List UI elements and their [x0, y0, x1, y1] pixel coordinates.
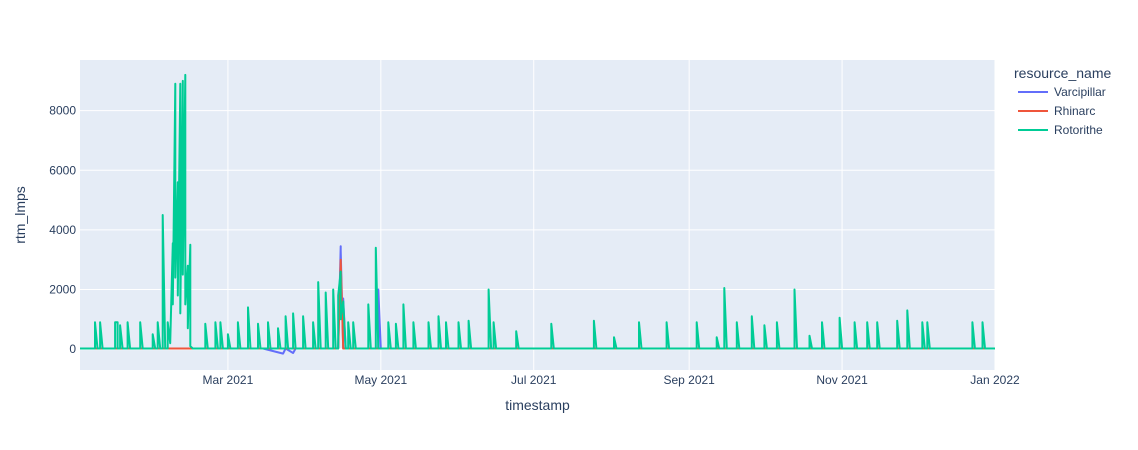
x-tick-label: May 2021	[354, 373, 407, 387]
legend-item-rhinarc[interactable]: Rhinarc	[1018, 104, 1095, 118]
y-axis-title: rtm_lmps	[12, 186, 28, 244]
grid	[80, 60, 996, 370]
legend[interactable]: resource_name Varcipillar Rhinarc Rotorith…	[1014, 65, 1111, 137]
y-tick-label: 2000	[49, 283, 76, 297]
legend-label: Rhinarc	[1054, 104, 1095, 118]
x-tick-label: Jul 2021	[511, 373, 557, 387]
legend-item-varcipillar[interactable]: Varcipillar	[1018, 85, 1106, 99]
legend-label: Rotorithe	[1054, 123, 1103, 137]
legend-item-rotorithe[interactable]: Rotorithe	[1018, 123, 1103, 137]
series-line-rotorithe[interactable]	[80, 73, 995, 350]
y-tick-label: 8000	[49, 104, 76, 118]
legend-title: resource_name	[1014, 65, 1111, 81]
x-tick-label: Nov 2021	[816, 373, 868, 387]
x-tick-label: Mar 2021	[203, 373, 254, 387]
plot-area	[80, 60, 995, 370]
x-tick-label: Sep 2021	[663, 373, 715, 387]
x-tick-label: Jan 2022	[970, 373, 1020, 387]
y-tick-label: 6000	[49, 163, 76, 177]
y-axis: 0 2000 4000 6000 8000	[49, 104, 76, 356]
legend-label: Varcipillar	[1054, 85, 1106, 99]
x-axis-title: timestamp	[505, 397, 570, 413]
y-tick-label: 4000	[49, 223, 76, 237]
y-tick-label: 0	[69, 342, 76, 356]
series-group	[80, 73, 995, 355]
x-axis: Mar 2021 May 2021 Jul 2021 Sep 2021 Nov 2021…	[203, 373, 1020, 387]
